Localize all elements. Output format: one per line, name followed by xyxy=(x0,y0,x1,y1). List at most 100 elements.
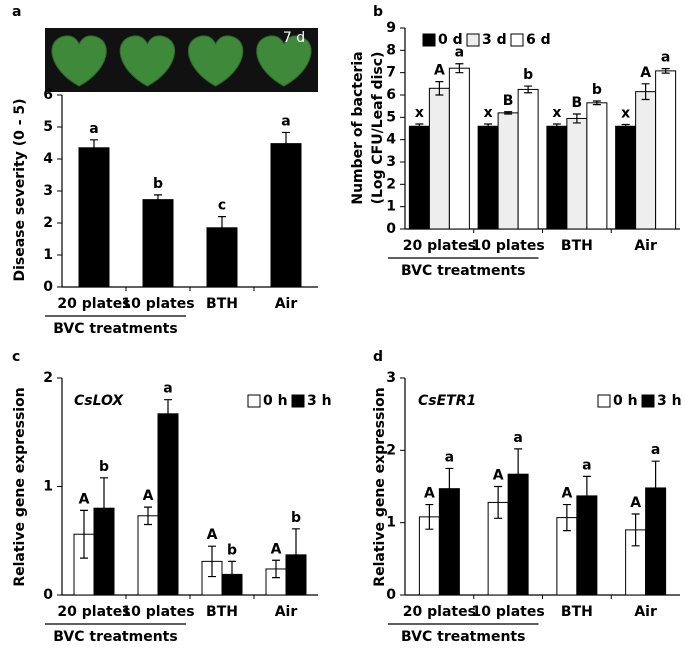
significance-letter: A xyxy=(271,541,282,557)
significance-letter: c xyxy=(218,198,226,214)
y-tick-label: 1 xyxy=(43,479,53,495)
gene-name: CsLOX xyxy=(74,393,124,409)
y-tick-label: 5 xyxy=(386,109,396,125)
significance-letter: A xyxy=(630,495,641,511)
bar xyxy=(157,413,179,596)
error-bar xyxy=(514,448,523,501)
y-tick-label: 3 xyxy=(386,370,396,386)
panel-label: c xyxy=(12,349,20,365)
error-bar xyxy=(651,460,660,516)
error-bar xyxy=(80,509,88,559)
bar xyxy=(408,125,430,230)
significance-letter: B xyxy=(572,95,583,111)
significance-letter: A xyxy=(207,527,218,543)
bar xyxy=(497,112,519,230)
error-bar xyxy=(272,559,280,579)
x-tick-label: 10 plates xyxy=(472,238,545,254)
error-bar xyxy=(631,513,640,547)
significance-letter: A xyxy=(561,486,572,502)
panel-label: b xyxy=(373,4,383,20)
error-bar xyxy=(90,139,98,157)
legend-swatch xyxy=(291,394,305,408)
y-tick-label: 2 xyxy=(386,442,396,458)
leaf xyxy=(119,35,176,87)
x-tick-label: BTH xyxy=(561,604,593,620)
y-tick-label: 0 xyxy=(43,279,53,295)
significance-letter: A xyxy=(79,491,90,507)
y-axis-label: Number of bacteria xyxy=(350,51,366,204)
y-axis-label: Relative gene expression xyxy=(12,387,28,586)
error-bar xyxy=(661,68,670,74)
y-tick-label: 0 xyxy=(386,221,396,237)
error-bar xyxy=(572,113,581,124)
legend-swatch xyxy=(422,33,436,47)
significance-letter: B xyxy=(503,93,514,109)
significance-letter: a xyxy=(163,381,172,397)
significance-letter: b xyxy=(227,542,237,558)
y-tick-label: 7 xyxy=(386,65,396,81)
error-bar xyxy=(144,506,152,526)
group-label: BVC treatments xyxy=(401,263,525,279)
significance-letter: a xyxy=(582,457,591,473)
significance-letter: A xyxy=(424,486,435,502)
photo-label: 7 d xyxy=(283,30,305,46)
x-tick-label: 10 plates xyxy=(472,604,545,620)
bar xyxy=(635,91,657,230)
error-bar xyxy=(621,123,630,129)
x-tick-label: 10 plates xyxy=(121,296,194,312)
error-bar xyxy=(582,475,591,517)
legend-swatch xyxy=(597,394,611,408)
y-tick-label: 6 xyxy=(43,87,53,103)
significance-letter: a xyxy=(445,449,454,465)
y-tick-label: 4 xyxy=(386,132,396,148)
significance-letter: x xyxy=(415,105,424,121)
error-bar xyxy=(228,560,236,589)
y-tick-label: 4 xyxy=(43,151,53,167)
y-tick-label: 5 xyxy=(43,119,53,135)
x-tick-label: 10 plates xyxy=(121,604,194,620)
error-bar xyxy=(282,131,290,156)
bar xyxy=(566,117,588,230)
bar xyxy=(517,88,539,230)
x-tick-label: Air xyxy=(275,296,298,312)
y-tick-label: 3 xyxy=(43,183,53,199)
bar xyxy=(270,143,302,288)
bar xyxy=(428,87,450,230)
significance-letter: A xyxy=(493,468,504,484)
group-label: BVC treatments xyxy=(53,321,177,337)
leaf xyxy=(187,35,244,87)
error-bar xyxy=(208,545,216,578)
y-tick-label: 1 xyxy=(386,199,396,215)
group-label: BVC treatments xyxy=(401,629,525,645)
y-tick-label: 9 xyxy=(386,20,396,36)
y-tick-label: 2 xyxy=(43,215,53,231)
error-bar xyxy=(592,100,601,106)
y-tick-label: 6 xyxy=(386,87,396,103)
significance-letter: x xyxy=(552,105,561,121)
y-tick-label: 0 xyxy=(43,587,53,603)
error-bar xyxy=(415,123,424,130)
error-bar xyxy=(484,123,493,130)
bar xyxy=(477,125,499,230)
error-bar xyxy=(641,83,650,101)
legend-label: 0 d xyxy=(438,32,463,48)
significance-letter: a xyxy=(281,113,290,129)
leaf xyxy=(256,35,312,87)
legend-label: 6 d xyxy=(526,32,551,48)
significance-letter: b xyxy=(153,176,163,192)
bar xyxy=(137,515,159,596)
significance-letter: a xyxy=(661,50,670,66)
legend-swatch xyxy=(510,33,524,47)
error-bar xyxy=(494,485,503,519)
y-tick-label: 3 xyxy=(386,154,396,170)
panel-label: d xyxy=(373,349,383,365)
x-tick-label: 20 plates xyxy=(57,604,130,620)
gene-name: CsETR1 xyxy=(418,393,476,409)
legend-swatch xyxy=(466,33,480,47)
x-tick-label: Air xyxy=(634,604,657,620)
y-tick-label: 1 xyxy=(43,247,53,263)
error-bar xyxy=(425,503,434,530)
x-tick-label: 20 plates xyxy=(403,238,476,254)
y-tick-label: 1 xyxy=(386,515,396,531)
